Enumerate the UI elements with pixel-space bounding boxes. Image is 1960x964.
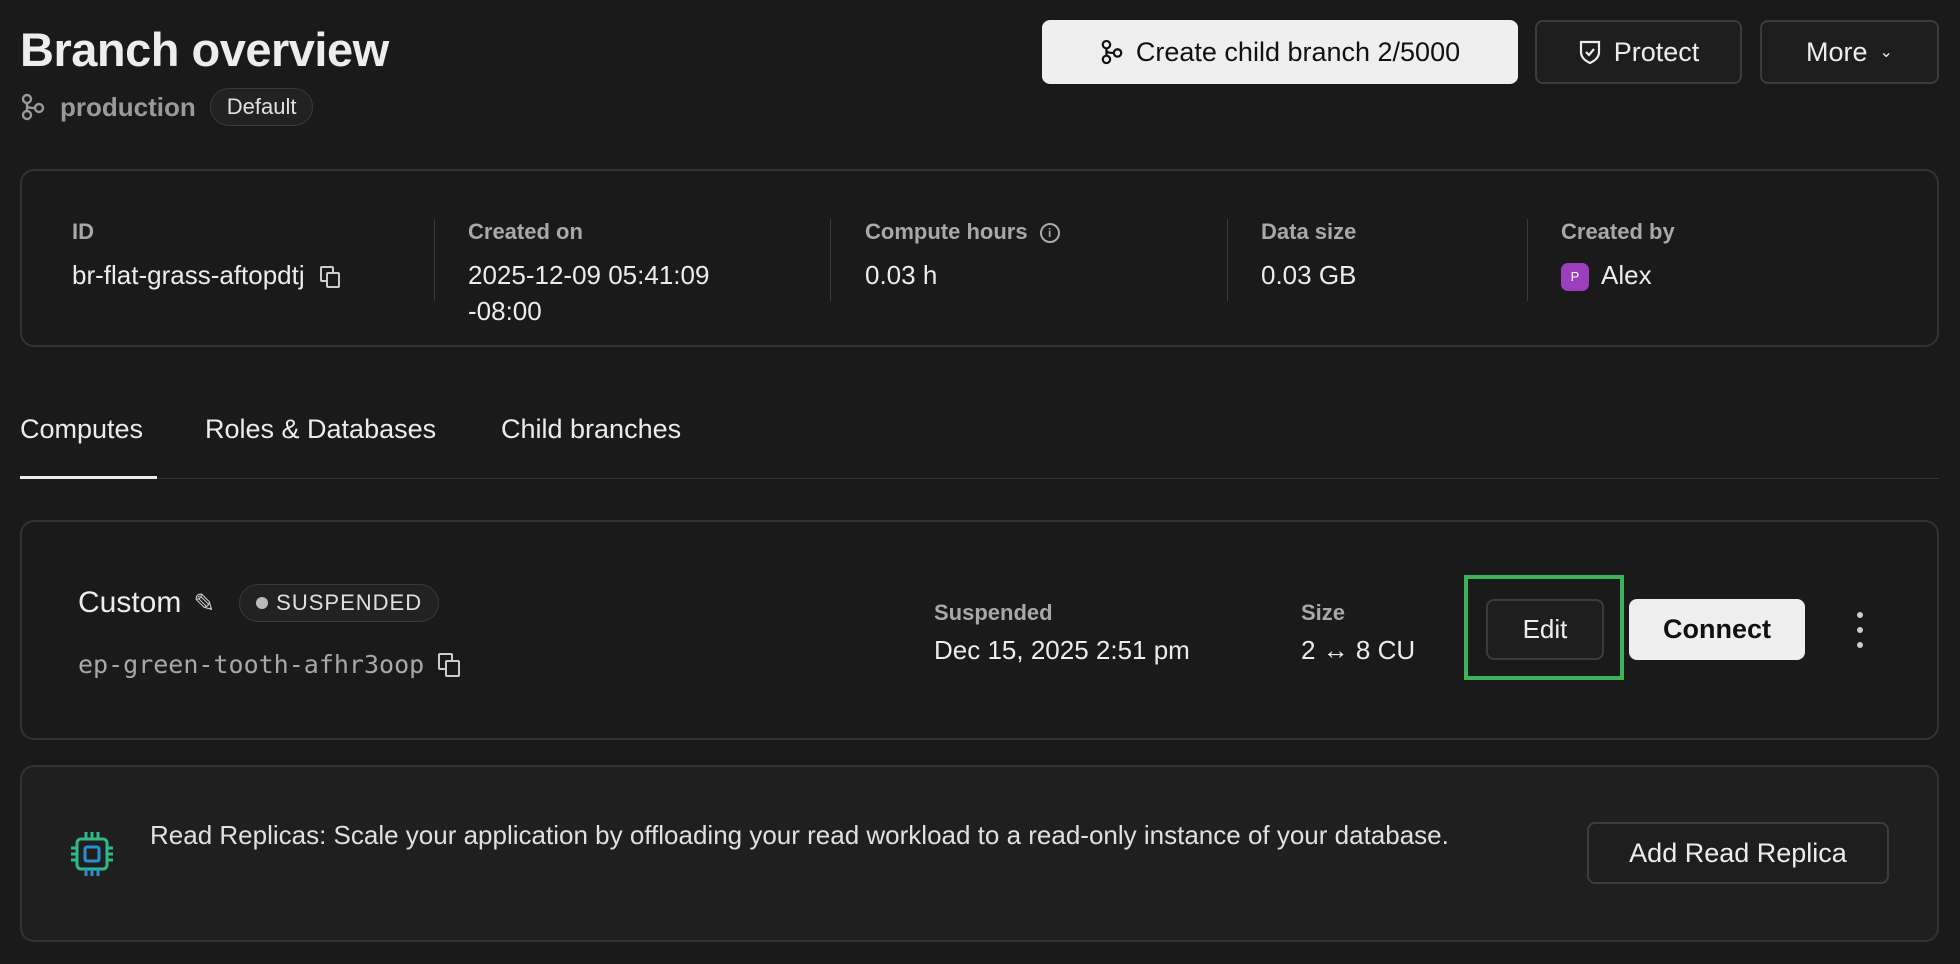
edit-label: Edit [1522,614,1568,644]
created-on-offset: -08:00 [468,296,542,326]
compute-header: Custom ✎ SUSPENDED [78,584,440,622]
status-badge: SUSPENDED [239,584,440,622]
more-button[interactable]: More ⌄ [1760,20,1939,84]
tab-child-branches[interactable]: Child branches [501,414,682,444]
tab-computes[interactable]: Computes [20,414,144,444]
branch-icon [1101,39,1123,65]
data-size-field: Data size 0.03 GB [1261,219,1356,293]
created-on-label: Created on [468,219,583,244]
read-replicas-text: Read Replicas: Scale your application by… [150,820,1449,850]
active-tab-indicator [20,476,157,479]
chevron-down-icon: ⌄ [1879,44,1893,61]
info-icon[interactable]: i [1039,223,1060,244]
compute-hours-field: Compute hours i 0.03 h [865,219,1060,293]
data-size-label: Data size [1261,219,1357,244]
id-label: ID [72,219,94,244]
divider [434,219,435,301]
default-badge: Default [209,88,314,126]
compute-hours-value: 0.03 h [865,260,938,290]
size-field: Size 2 ↔ 8 CU [1301,600,1415,668]
connect-label: Connect [1663,614,1771,644]
branch-icon [21,93,45,121]
connect-button[interactable]: Connect [1629,599,1805,660]
status-text: SUSPENDED [276,590,423,615]
divider [830,219,831,301]
tabs-border [20,478,1939,479]
create-child-label: Create child branch 2/5000 [1135,36,1461,67]
divider [1227,219,1228,301]
branch-name: production [60,91,196,122]
compute-hours-label: Compute hours [865,219,1028,244]
divider [1527,219,1528,301]
size-label: Size [1301,600,1346,625]
copy-icon[interactable] [438,652,461,677]
protect-button[interactable]: Protect [1535,20,1742,84]
data-size-value: 0.03 GB [1261,260,1357,290]
size-value: 2 ↔ 8 CU [1301,635,1416,665]
endpoint-row: ep-green-tooth-afhr3oop [78,650,461,679]
shield-icon [1579,40,1600,65]
created-by-field: Created by P Alex [1561,219,1675,293]
id-field: ID br-flat-grass-aftopdtj [72,219,340,293]
more-label: More [1806,36,1868,67]
add-read-replica-label: Add Read Replica [1629,837,1847,868]
page-title: Branch overview [20,23,389,76]
copy-icon[interactable] [319,266,340,289]
id-value: br-flat-grass-aftopdtj [72,260,305,290]
status-dot-icon [256,597,269,609]
suspended-label: Suspended [934,600,1053,625]
kebab-menu-icon[interactable] [1852,612,1868,648]
edit-highlight [1464,575,1624,680]
endpoint-id: ep-green-tooth-afhr3oop [78,650,425,679]
branch-details-card: ID br-flat-grass-aftopdtj Created on 202… [20,169,1939,347]
suspended-field: Suspended Dec 15, 2025 2:51 pm [934,600,1190,668]
edit-button[interactable]: Edit [1486,599,1604,660]
suspended-value: Dec 15, 2025 2:51 pm [934,635,1190,665]
chip-icon [71,832,113,876]
created-on-field: Created on 2025-12-09 05:41:09 -08:00 [468,219,709,329]
pencil-icon[interactable]: ✎ [193,587,216,618]
protect-label: Protect [1613,36,1700,67]
tab-roles-databases[interactable]: Roles & Databases [205,414,437,444]
created-by-value: Alex [1601,260,1652,290]
add-read-replica-button[interactable]: Add Read Replica [1587,822,1889,884]
create-child-branch-button[interactable]: Create child branch 2/5000 [1042,20,1518,84]
compute-name: Custom [78,586,182,619]
avatar: P [1561,263,1589,292]
created-on-value: 2025-12-09 05:41:09 [468,260,710,290]
compute-card [20,520,1939,740]
created-by-label: Created by [1561,219,1675,244]
branch-info: production Default [20,88,314,126]
